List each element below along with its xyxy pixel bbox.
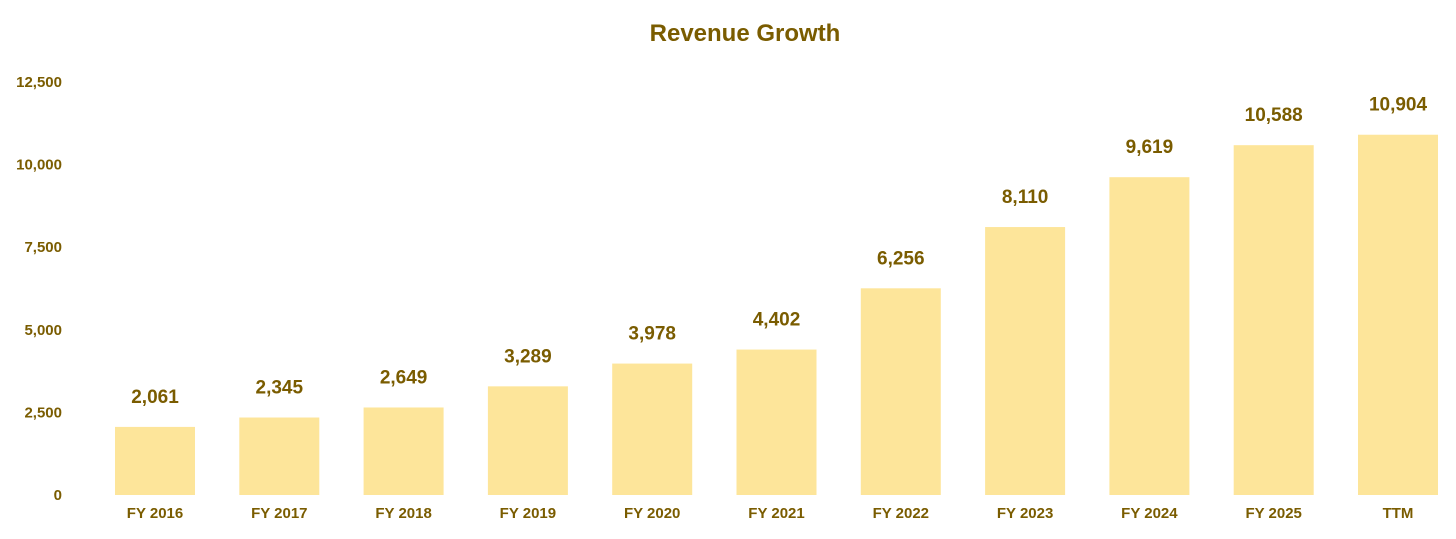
x-tick-label: FY 2019 (500, 505, 556, 522)
bar (487, 386, 568, 495)
bar (115, 426, 195, 495)
bar (985, 227, 1066, 495)
y-tick-label: 7,500 (24, 239, 62, 256)
x-tick-label: FY 2021 (748, 505, 804, 522)
x-tick-label: FY 2023 (997, 505, 1053, 522)
data-label: 2,649 (380, 367, 428, 388)
data-label: 3,289 (504, 346, 552, 367)
data-label: 8,110 (1002, 187, 1049, 208)
x-tick-label: TTM (1383, 505, 1414, 522)
data-label: 2,061 (131, 387, 179, 408)
y-axis: 0 2,500 5,000 7,500 10,000 12,500 (16, 74, 62, 504)
bar (1233, 145, 1314, 495)
bar (736, 349, 817, 495)
data-labels: 2,061 2,345 2,649 3,289 3,978 4,402 6,256 8,110… (131, 95, 1427, 408)
data-label: 2,345 (256, 378, 304, 399)
y-tick-label: 12,500 (16, 74, 62, 91)
y-tick-label: 5,000 (24, 322, 62, 339)
bar (860, 288, 941, 495)
data-label: 10,588 (1245, 105, 1303, 126)
x-tick-label: FY 2025 (1245, 505, 1301, 522)
bar (1109, 177, 1190, 495)
bars (115, 134, 1438, 495)
x-tick-label: FY 2020 (624, 505, 680, 522)
x-tick-label: FY 2016 (127, 505, 183, 522)
bar (612, 363, 693, 495)
data-label: 9,619 (1126, 137, 1174, 158)
chart-title: Revenue Growth (650, 20, 841, 47)
x-axis: FY 2016 FY 2017 FY 2018 FY 2019 FY 2020 FY 20… (127, 505, 1414, 522)
x-tick-label: FY 2024 (1121, 505, 1178, 522)
bar (239, 417, 320, 495)
x-tick-label: FY 2017 (251, 505, 307, 522)
data-label: 4,402 (753, 310, 801, 331)
data-label: 10,904 (1369, 95, 1428, 116)
bar (363, 407, 444, 495)
y-tick-label: 0 (54, 487, 62, 504)
y-tick-label: 2,500 (24, 404, 62, 421)
x-tick-label: FY 2022 (873, 505, 929, 522)
data-label: 6,256 (877, 248, 925, 269)
data-label: 3,978 (628, 324, 676, 345)
bar (1358, 134, 1438, 495)
x-tick-label: FY 2018 (375, 505, 431, 522)
y-tick-label: 10,000 (16, 157, 62, 174)
